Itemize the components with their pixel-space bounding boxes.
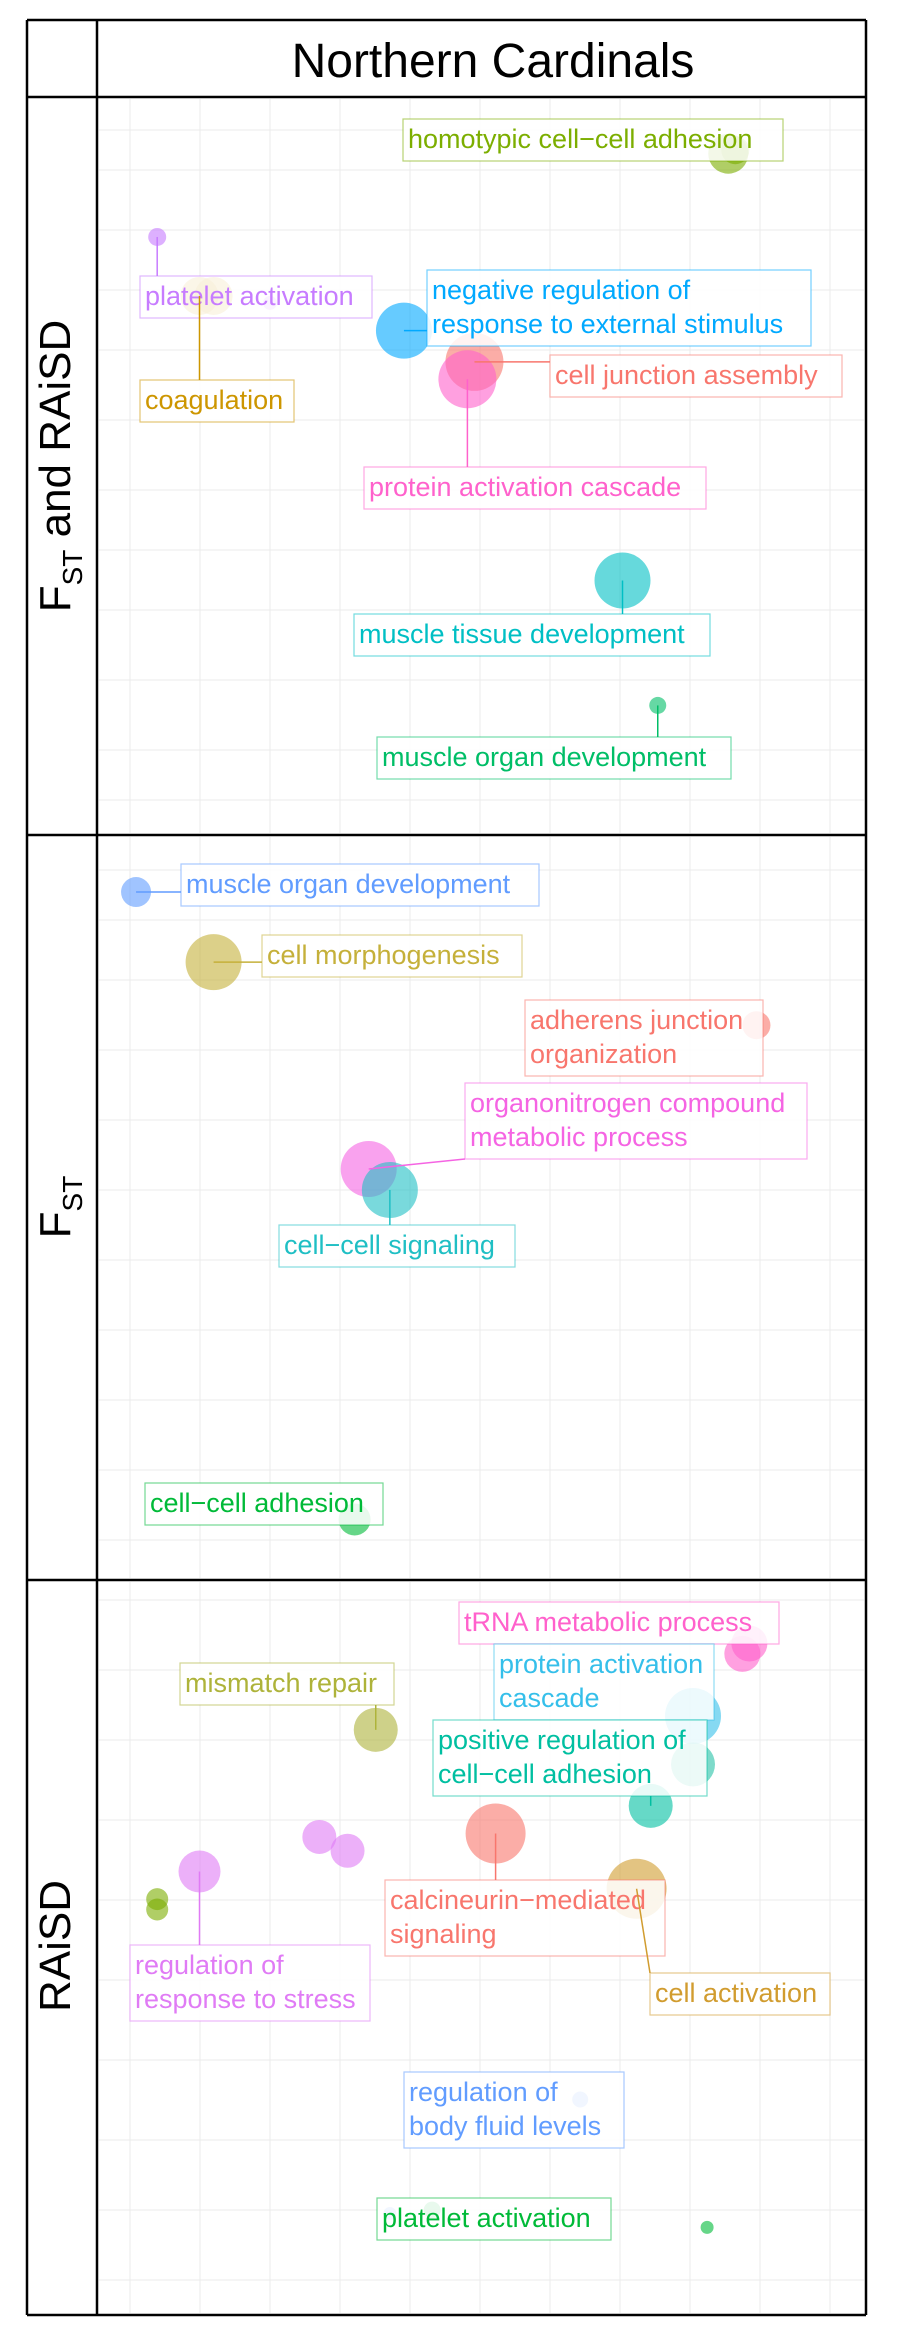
panel-background (99, 99, 864, 833)
label-box (261, 934, 523, 978)
go-term-label: metabolic process (470, 1122, 688, 1152)
go-term-label: protein activation (499, 1649, 703, 1679)
label-box (353, 613, 711, 657)
go-term-label: organization (530, 1039, 677, 1069)
label-box (363, 466, 707, 510)
label-box (403, 2071, 625, 2149)
go-term-bubble (302, 1819, 337, 1854)
go-term-bubble (724, 1635, 761, 1672)
go-term-label: platelet activation (145, 281, 354, 311)
label-box (402, 118, 784, 162)
label-box (139, 275, 373, 319)
go-term-label: tRNA metabolic process (464, 1607, 752, 1637)
go-term-label: response to external stimulus (432, 309, 783, 339)
label-connector (368, 1158, 466, 1170)
label-box (139, 379, 295, 423)
scatter-panel: homotypic cell−cell adhesion platelet act… (99, 99, 864, 833)
go-term-label: organonitrogen compound (470, 1088, 785, 1118)
go-term-label: cell junction assembly (555, 360, 818, 390)
go-term-bubble (700, 2220, 714, 2234)
go-term-label: signaling (390, 1919, 497, 1949)
go-term-label: homotypic cell−cell adhesion (408, 124, 752, 154)
go-term-label: regulation of (409, 2077, 558, 2107)
label-box (649, 1972, 831, 2016)
label-box (464, 1082, 808, 1160)
go-term-bubble (330, 1833, 365, 1868)
scatter-panel: muscle organ development cell morphogenes… (99, 837, 864, 1578)
go-term-label: calcineurin−mediated (390, 1885, 646, 1915)
label-box (179, 1662, 395, 1706)
go-term-label: muscle organ development (382, 742, 707, 772)
go-term-label: muscle tissue development (359, 619, 685, 649)
go-term-label: negative regulation of (432, 275, 691, 305)
go-term-label: response to stress (135, 1984, 356, 2014)
go-term-label: adherens junction (530, 1005, 743, 1035)
label-box (432, 1719, 708, 1797)
go-term-label: cell−cell adhesion (438, 1759, 652, 1789)
go-term-bubble (146, 1898, 169, 1921)
label-box (376, 736, 732, 780)
go-term-label: cell−cell signaling (284, 1230, 495, 1260)
go-term-label: platelet activation (382, 2203, 591, 2233)
go-term-label: cell activation (655, 1978, 817, 2008)
go-term-label: cascade (499, 1683, 600, 1713)
label-box (493, 1643, 715, 1721)
go-term-label: mismatch repair (185, 1668, 377, 1698)
go-term-label: body fluid levels (409, 2111, 601, 2141)
go-term-label: regulation of (135, 1950, 284, 1980)
strip-frame (25, 18, 868, 2317)
column-header: Northern Cardinals (292, 35, 695, 88)
label-box (549, 354, 843, 398)
label-box (524, 999, 764, 1077)
go-term-label: coagulation (145, 385, 283, 415)
go-term-label: muscle organ development (186, 869, 511, 899)
scatter-panel: tRNA metabolic process mismatch repair pro… (99, 1582, 864, 2313)
go-term-label: cell morphogenesis (267, 940, 500, 970)
panels-layer: homotypic cell−cell adhesion platelet act… (99, 99, 864, 2313)
label-box (144, 1482, 384, 1526)
label-box (376, 2197, 612, 2241)
label-box (129, 1944, 371, 2022)
row-label-raisd: RAiSD (31, 1880, 80, 2012)
go-term-label: positive regulation of (438, 1725, 686, 1755)
label-connector (635, 1888, 651, 1974)
label-box (426, 269, 812, 347)
row-label-fst: FST (31, 1176, 88, 1239)
label-box (384, 1879, 666, 1957)
label-box (180, 863, 540, 907)
label-box (278, 1224, 516, 1268)
go-term-label: protein activation cascade (369, 472, 681, 502)
go-term-label: cell−cell adhesion (150, 1488, 364, 1518)
row-label-fst-and-raisd: FST and RAiSD (31, 320, 88, 613)
